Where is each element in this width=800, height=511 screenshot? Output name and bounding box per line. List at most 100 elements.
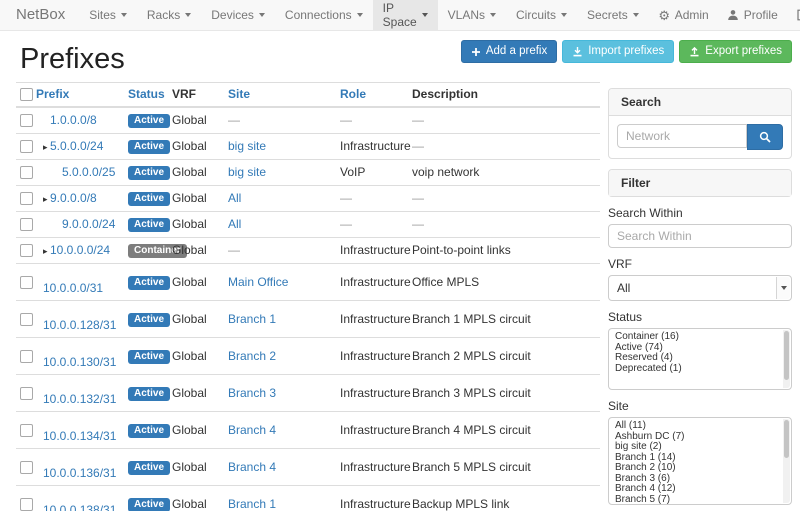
listbox-option[interactable]: big site (2) bbox=[615, 441, 662, 452]
site-link[interactable]: big site bbox=[228, 139, 267, 154]
row-checkbox[interactable] bbox=[20, 166, 33, 180]
listbox-option[interactable]: Branch 2 (10) bbox=[615, 462, 676, 473]
nav-item-circuits[interactable]: Circuits bbox=[506, 0, 577, 30]
row-checkbox[interactable] bbox=[20, 275, 33, 289]
scrollbar[interactable] bbox=[783, 330, 790, 388]
prefix-link[interactable]: 10.0.0.136/31 bbox=[43, 466, 117, 481]
listbox-option[interactable]: Branch 4 (12) bbox=[615, 483, 676, 494]
listbox-option[interactable]: Ashburn DC (7) bbox=[615, 430, 685, 442]
site-link[interactable]: Branch 1 bbox=[228, 311, 277, 326]
search-button[interactable] bbox=[747, 124, 783, 150]
prefix-link[interactable]: 10.0.0.0/24 bbox=[50, 242, 111, 257]
add-prefix-button[interactable]: Add a prefix bbox=[460, 40, 558, 63]
nav-menu: Sites Racks Devices Connections IP Space VLAN… bbox=[79, 0, 649, 30]
prefix-link[interactable]: 5.0.0.0/25 bbox=[62, 165, 116, 180]
listbox-option[interactable]: Deprecated (1) bbox=[615, 362, 682, 374]
row-checkbox[interactable] bbox=[20, 497, 33, 511]
prefix-link[interactable]: 1.0.0.0/8 bbox=[50, 113, 97, 128]
column-header-role[interactable]: Role bbox=[340, 87, 367, 102]
nav-item-admin[interactable]: ⚙ Admin bbox=[649, 8, 718, 22]
site-link[interactable]: Branch 1 bbox=[228, 496, 277, 511]
site-link[interactable]: Branch 2 bbox=[228, 348, 277, 363]
export-prefixes-label: Export prefixes bbox=[705, 45, 782, 57]
listbox-option[interactable]: Container (16) bbox=[615, 331, 679, 342]
role-cell: Infrastructure bbox=[340, 337, 412, 375]
prefix-link[interactable]: 10.0.0.134/31 bbox=[43, 429, 117, 444]
row-checkbox[interactable] bbox=[20, 312, 33, 326]
nav-item-logout[interactable]: Log out bbox=[787, 1, 800, 29]
role-cell: Infrastructure bbox=[340, 237, 412, 264]
prefix-link[interactable]: 10.0.0.132/31 bbox=[43, 392, 117, 407]
site-link[interactable]: Branch 3 bbox=[228, 385, 277, 400]
prefix-link[interactable]: 10.0.0.138/31 bbox=[43, 503, 117, 511]
nav-item-label: Sites bbox=[89, 8, 116, 22]
vrf-cell: Global bbox=[172, 411, 228, 449]
site-cell: All bbox=[228, 185, 340, 212]
search-within-input[interactable] bbox=[608, 224, 792, 248]
description-cell: Point-to-point links bbox=[412, 237, 600, 264]
listbox-option[interactable]: Branch 5 (7) bbox=[615, 493, 671, 505]
row-checkbox[interactable] bbox=[20, 192, 33, 206]
nav-item-label: Admin bbox=[674, 8, 709, 22]
site-link[interactable]: All bbox=[228, 217, 242, 232]
row-checkbox[interactable] bbox=[20, 218, 33, 232]
nav-item-vlans[interactable]: VLANs bbox=[438, 0, 506, 30]
prefix-link[interactable]: 10.0.0.130/31 bbox=[43, 355, 117, 370]
prefix-link[interactable]: 9.0.0.0/24 bbox=[62, 217, 116, 232]
row-checkbox[interactable] bbox=[20, 244, 33, 258]
site-link[interactable]: big site bbox=[228, 165, 267, 180]
prefix-link[interactable]: 5.0.0.0/24 bbox=[50, 138, 104, 153]
site-link[interactable]: Branch 4 bbox=[228, 459, 277, 474]
scrollbar[interactable] bbox=[783, 419, 790, 503]
status-listbox[interactable]: Container (16) Active (74) Reserved (4) Dep… bbox=[608, 328, 792, 390]
row-checkbox[interactable] bbox=[20, 423, 33, 437]
column-header-site[interactable]: Site bbox=[228, 87, 251, 102]
scrollbar-thumb[interactable] bbox=[784, 420, 789, 458]
nav-item-sites[interactable]: Sites bbox=[79, 0, 137, 30]
role-cell: Infrastructure bbox=[340, 374, 412, 412]
listbox-option[interactable]: All (11) bbox=[615, 420, 646, 431]
vrf-select-value: All bbox=[617, 281, 631, 295]
description-cell: Branch 4 MPLS circuit bbox=[412, 411, 600, 449]
site-cell: big site bbox=[228, 159, 340, 186]
row-checkbox[interactable] bbox=[20, 114, 33, 128]
select-all-checkbox[interactable] bbox=[20, 88, 33, 102]
nav-item-racks[interactable]: Racks bbox=[137, 0, 201, 30]
site-link[interactable]: Branch 4 bbox=[228, 422, 277, 437]
status-badge: Active bbox=[128, 386, 171, 401]
prefix-link[interactable]: 9.0.0.0/8 bbox=[50, 190, 97, 205]
nav-item-connections[interactable]: Connections bbox=[275, 0, 373, 30]
export-prefixes-button[interactable]: Export prefixes bbox=[679, 40, 792, 63]
nav-item-ip-space[interactable]: IP Space bbox=[372, 0, 438, 30]
site-listbox[interactable]: All (11) Ashburn DC (7) big site (2) Branch… bbox=[608, 417, 792, 505]
row-checkbox[interactable] bbox=[20, 386, 33, 400]
listbox-option[interactable]: Branch 3 (6) bbox=[615, 472, 671, 484]
site-link[interactable]: All bbox=[228, 191, 242, 206]
nav-item-devices[interactable]: Devices bbox=[201, 0, 275, 30]
table-row: 10.0.0.130/31 Active Global Branch 2 Inf… bbox=[16, 337, 600, 375]
indent bbox=[43, 278, 55, 279]
listbox-option[interactable]: Branch 1 (14) bbox=[615, 451, 676, 463]
listbox-option[interactable]: Active (74) bbox=[615, 341, 663, 353]
nav-item-profile[interactable]: Profile bbox=[718, 8, 787, 22]
select-dropdown-button[interactable] bbox=[776, 277, 790, 299]
nav-item-secrets[interactable]: Secrets bbox=[577, 0, 649, 30]
search-input[interactable] bbox=[617, 124, 747, 148]
scrollbar-thumb[interactable] bbox=[784, 331, 789, 381]
table-row: 9.0.0.0/24 Active Global All — — bbox=[16, 211, 600, 238]
row-checkbox[interactable] bbox=[20, 349, 33, 363]
sidebar: Search Filter Search Within VRF All Stat… bbox=[608, 88, 792, 511]
status-badge: Active bbox=[128, 218, 171, 233]
import-prefixes-button[interactable]: Import prefixes bbox=[562, 40, 675, 63]
row-checkbox[interactable] bbox=[20, 460, 33, 474]
listbox-option[interactable]: Reserved (4) bbox=[615, 352, 673, 363]
vrf-cell: Global bbox=[172, 374, 228, 412]
brand-logo[interactable]: NetBox bbox=[16, 6, 66, 23]
prefix-link[interactable]: 10.0.0.128/31 bbox=[43, 318, 117, 333]
vrf-select[interactable]: All bbox=[608, 275, 792, 301]
row-checkbox[interactable] bbox=[20, 140, 33, 154]
column-header-status[interactable]: Status bbox=[128, 87, 165, 102]
column-header-prefix[interactable]: Prefix bbox=[36, 87, 70, 102]
site-link[interactable]: Main Office bbox=[228, 274, 289, 289]
prefix-link[interactable]: 10.0.0.0/31 bbox=[43, 281, 104, 296]
